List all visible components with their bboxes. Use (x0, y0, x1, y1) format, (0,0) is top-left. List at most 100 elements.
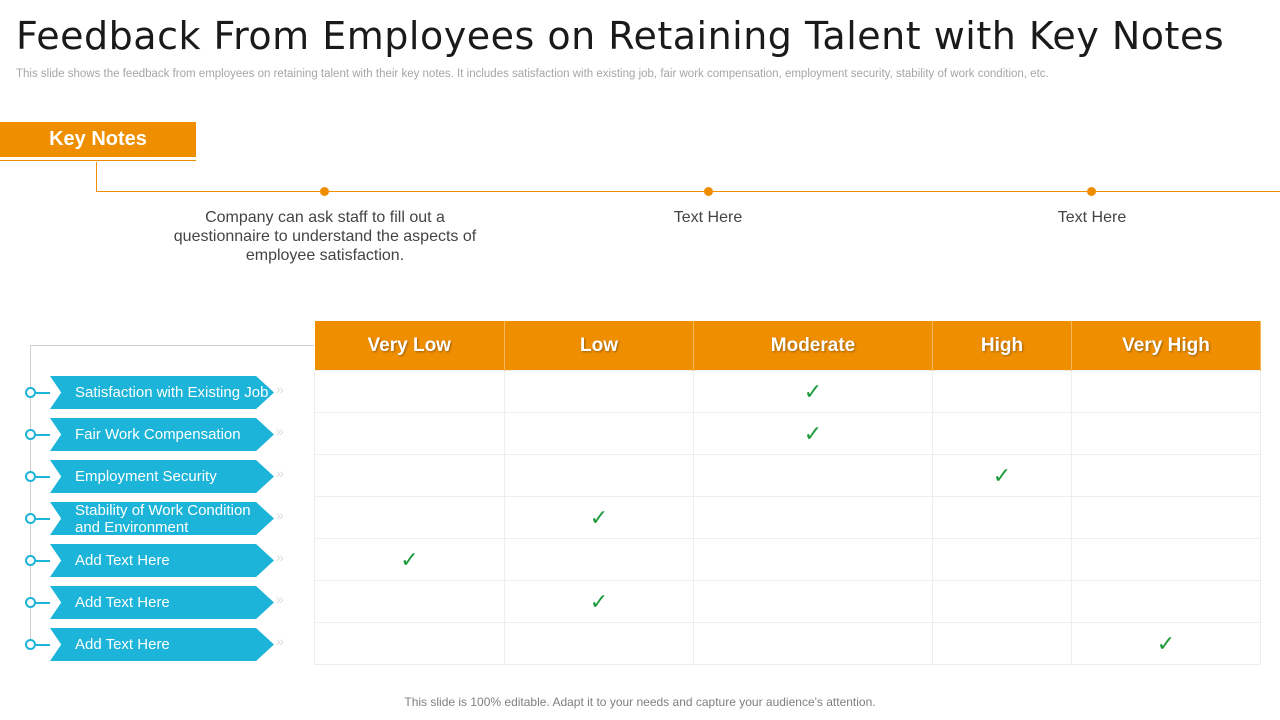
column-header-high: High (932, 321, 1072, 371)
timeline-dot (704, 187, 713, 196)
chevron-right-icon: » (276, 381, 284, 397)
row-label-item: Fair Work Compensation» (0, 413, 314, 455)
bullet-circle-icon (25, 429, 36, 440)
table-row: ✓ (314, 496, 1261, 539)
table-row: ✓ (314, 622, 1261, 665)
key-note-1: Company can ask staff to fill out a ques… (173, 209, 477, 264)
column-header-very-high: Very High (1071, 321, 1261, 371)
bullet-connector (36, 518, 50, 520)
empty-cell (314, 412, 505, 455)
bullet-connector (36, 644, 50, 646)
empty-cell (1071, 370, 1261, 413)
empty-cell (932, 370, 1072, 413)
check-icon-cell: ✓ (932, 454, 1072, 497)
empty-cell (314, 370, 505, 413)
bullet-connector (36, 476, 50, 478)
empty-cell (314, 622, 505, 665)
row-connector-line (30, 345, 31, 643)
page-title: Feedback From Employees on Retaining Tal… (16, 14, 1225, 58)
empty-cell (932, 538, 1072, 581)
check-icon: ✓ (589, 504, 609, 530)
empty-cell (693, 538, 933, 581)
empty-cell (693, 496, 933, 539)
empty-cell (314, 496, 505, 539)
row-label: Stability of Work Condition and Environm… (50, 502, 274, 535)
key-notes-timeline (96, 191, 1280, 192)
bullet-connector (36, 434, 50, 436)
empty-cell (504, 538, 694, 581)
bullet-circle-icon (25, 639, 36, 650)
empty-cell (932, 622, 1072, 665)
check-icon-cell: ✓ (504, 580, 694, 623)
row-label: Add Text Here (50, 628, 274, 661)
row-label: Satisfaction with Existing Job (50, 376, 274, 409)
check-icon: ✓ (589, 588, 609, 614)
column-header-very-low: Very Low (314, 321, 505, 371)
empty-cell (1071, 412, 1261, 455)
key-note-2: Text Here (673, 209, 743, 226)
empty-cell (314, 580, 505, 623)
check-icon: ✓ (803, 378, 823, 404)
empty-cell (1071, 496, 1261, 539)
table-row: ✓ (314, 412, 1261, 455)
check-icon: ✓ (400, 546, 419, 572)
check-icon-cell: ✓ (314, 538, 505, 581)
bullet-circle-icon (25, 555, 36, 566)
empty-cell (693, 580, 933, 623)
empty-cell (932, 412, 1072, 455)
bullet-circle-icon (25, 387, 36, 398)
bullet-circle-icon (25, 471, 36, 482)
empty-cell (693, 622, 933, 665)
table-row: ✓ (314, 370, 1261, 413)
empty-cell (504, 454, 694, 497)
timeline-dot (1087, 187, 1096, 196)
row-label-item: Stability of Work Condition and Environm… (0, 497, 314, 539)
check-icon-cell: ✓ (693, 412, 933, 455)
empty-cell (932, 580, 1072, 623)
bullet-connector (36, 602, 50, 604)
chevron-right-icon: » (276, 423, 284, 439)
key-notes-label: Key Notes (0, 122, 196, 157)
chevron-right-icon: » (276, 507, 284, 523)
empty-cell (314, 454, 505, 497)
check-icon: ✓ (1156, 630, 1176, 656)
row-label-item: Satisfaction with Existing Job» (0, 371, 314, 413)
empty-cell (693, 454, 933, 497)
key-notes-underline (0, 160, 196, 161)
chevron-right-icon: » (276, 465, 284, 481)
row-label-item: Add Text Here» (0, 581, 314, 623)
empty-cell (1071, 580, 1261, 623)
row-label: Fair Work Compensation (50, 418, 274, 451)
empty-cell (1071, 454, 1261, 497)
check-icon: ✓ (803, 420, 823, 446)
empty-cell (932, 496, 1072, 539)
key-notes-connector (96, 162, 97, 192)
empty-cell (504, 412, 694, 455)
row-label-item: Employment Security» (0, 455, 314, 497)
empty-cell (1071, 538, 1261, 581)
footer-note: This slide is 100% editable. Adapt it to… (404, 695, 876, 709)
table-row: ✓ (314, 580, 1261, 623)
check-icon: ✓ (992, 462, 1012, 488)
chevron-right-icon: » (276, 549, 284, 565)
bullet-circle-icon (25, 513, 36, 524)
row-label-item: Add Text Here» (0, 623, 314, 665)
empty-cell (504, 622, 694, 665)
bullet-connector (36, 392, 50, 394)
column-header-moderate: Moderate (693, 321, 933, 371)
check-icon-cell: ✓ (1071, 622, 1261, 665)
table-row: ✓ (314, 454, 1261, 497)
row-connector-top (30, 345, 314, 346)
feedback-table: Very Low Low Moderate High Very High ✓ ✓ ✓… (314, 321, 1261, 665)
chevron-right-icon: » (276, 633, 284, 649)
key-note-3: Text Here (1057, 209, 1127, 226)
table-header-row: Very Low Low Moderate High Very High (314, 321, 1261, 371)
check-icon-cell: ✓ (693, 370, 933, 413)
page-subtitle: This slide shows the feedback from emplo… (16, 68, 1049, 80)
row-label: Add Text Here (50, 544, 274, 577)
empty-cell (504, 370, 694, 413)
row-label: Add Text Here (50, 586, 274, 619)
row-label: Employment Security (50, 460, 274, 493)
timeline-dot (320, 187, 329, 196)
bullet-connector (36, 560, 50, 562)
